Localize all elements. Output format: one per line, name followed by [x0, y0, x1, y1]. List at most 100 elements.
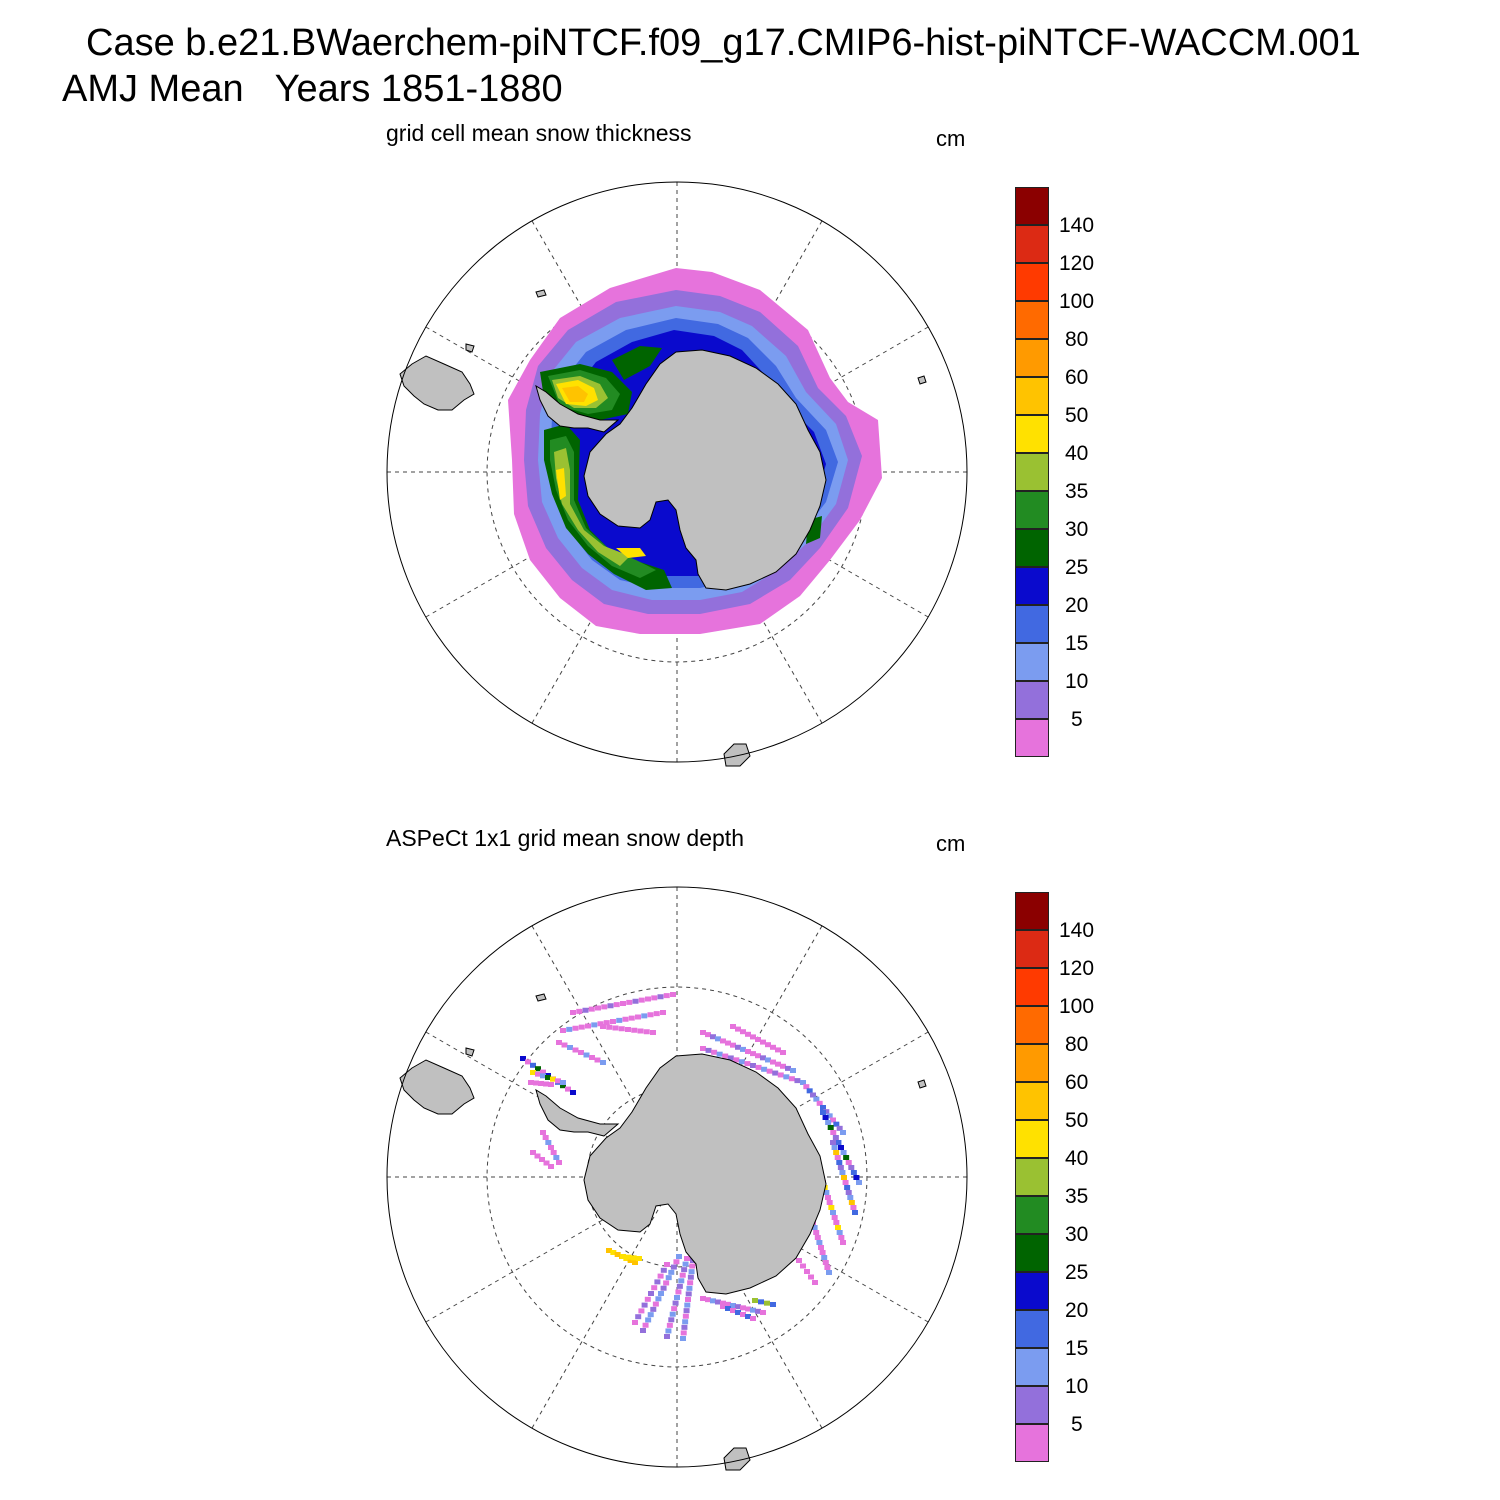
colorbar-tick-label: 120: [1059, 957, 1095, 980]
observation-cell: [570, 1090, 576, 1095]
colorbar-tick-label: 35: [1065, 480, 1089, 503]
observation-cell: [847, 1195, 854, 1200]
observation-cell: [675, 1289, 682, 1295]
observation-cell: [620, 1254, 626, 1259]
panel-2-title: ASPeCt 1x1 grid mean snow depth: [386, 825, 744, 851]
observation-cell: [632, 998, 639, 1004]
observation-cell: [632, 1320, 638, 1325]
observation-cell: [770, 1044, 776, 1050]
colorbar-box: [1015, 605, 1049, 643]
observation-cell: [670, 1264, 677, 1270]
observation-cell: [750, 1307, 756, 1313]
colorbar-tick-label: 50: [1065, 1109, 1089, 1132]
observation-cell: [785, 1065, 791, 1071]
observation-cell: [745, 1306, 751, 1312]
panel-2-map-boundary: [386, 886, 968, 1468]
observation-cell: [822, 1260, 829, 1265]
observation-cell: [607, 1003, 614, 1009]
thick-snow-bellingshausen-40cm: [554, 448, 630, 566]
observation-cell: [628, 1015, 635, 1021]
observation-cell: [835, 1225, 841, 1230]
colorbar-tick-label: 10: [1065, 1375, 1089, 1398]
observation-cell: [630, 1255, 637, 1261]
observation-cell: [827, 1125, 834, 1130]
observation-cell: [618, 1026, 625, 1032]
observation-cell: [825, 1195, 831, 1200]
observation-cell: [826, 1200, 833, 1205]
observation-cell: [803, 1084, 810, 1090]
colorbar-box: [1015, 719, 1049, 757]
observation-cell: [636, 1256, 642, 1261]
observation-cell: [821, 1255, 828, 1260]
observation-cell: [834, 1155, 841, 1160]
colorbar-tick-label: 30: [1065, 1223, 1089, 1246]
colorbar-box: [1015, 643, 1049, 681]
observation-cell: [652, 1301, 659, 1307]
observation-cell: [535, 1071, 541, 1077]
observation-cell: [647, 1312, 654, 1318]
panel-1-polar-map: [386, 181, 968, 767]
observation-cell: [673, 1259, 680, 1265]
observation-cell: [680, 1336, 686, 1341]
observation-cell: [711, 1049, 718, 1055]
observation-cell: [643, 1029, 650, 1035]
antarctic-peninsula: [535, 384, 620, 433]
colorbar-box: [1015, 377, 1049, 415]
observation-cell: [535, 1066, 541, 1072]
observation-cell: [560, 1083, 566, 1089]
thick-snow-bellingshausen-50cm: [556, 468, 646, 558]
observation-cell: [664, 1262, 670, 1267]
observation-cell: [576, 1008, 583, 1014]
observation-cell: [837, 1165, 844, 1170]
colorbar-box: [1015, 1158, 1049, 1196]
observation-cell: [648, 1291, 654, 1296]
south-georgia: [535, 993, 547, 1002]
observation-cell: [833, 1121, 840, 1127]
observation-cell: [725, 1301, 731, 1307]
observation-cell: [597, 1021, 604, 1027]
observation-cell: [651, 995, 658, 1001]
colorbar-tick-label: 5: [1071, 1413, 1083, 1436]
observation-cell: [744, 1061, 751, 1067]
observation-cell: [681, 1324, 688, 1330]
observation-cell: [750, 1034, 756, 1040]
colorbar-box: [1015, 1348, 1049, 1386]
colorbar-tick-label: 20: [1065, 1299, 1089, 1322]
observation-cell: [578, 1024, 585, 1030]
kerguelen-island: [917, 1079, 927, 1089]
observation-cell: [730, 1024, 736, 1029]
observation-cell: [645, 996, 651, 1002]
panel-1-map-boundary: [386, 181, 968, 763]
observation-cell: [808, 1274, 814, 1280]
observation-cell: [735, 1026, 741, 1032]
observation-cell: [655, 1296, 662, 1302]
observation-cell: [715, 1036, 721, 1042]
observation-cell: [680, 1330, 687, 1336]
observation-cell: [548, 1082, 554, 1087]
observation-cell: [831, 1145, 838, 1150]
observation-cell: [760, 1310, 766, 1315]
observation-cell: [765, 1057, 771, 1063]
observation-cell: [758, 1299, 764, 1305]
kerguelen-island: [917, 375, 927, 385]
observation-cell: [540, 1130, 546, 1135]
observation-cell: [660, 1285, 667, 1291]
panel-1-colorbar: 5 10 15 20 25 30 35 40 50 60 80 100 120 140: [1015, 187, 1105, 757]
observation-cell: [539, 1157, 545, 1162]
observation-cell: [850, 1205, 857, 1210]
observation-cell: [800, 1080, 806, 1085]
observation-cell: [705, 1047, 712, 1053]
observation-cell: [543, 1160, 550, 1166]
colorbar-box: [1015, 491, 1049, 529]
observation-cell: [816, 1100, 823, 1106]
observation-cell: [550, 1150, 557, 1155]
panel-1-title: grid cell mean snow thickness: [386, 120, 692, 146]
observation-cell: [625, 1254, 632, 1260]
observation-cell: [832, 1135, 839, 1140]
observation-cell: [679, 1272, 686, 1278]
observation-cell: [682, 1261, 689, 1267]
observation-cell: [840, 1150, 847, 1155]
observation-cell: [720, 1038, 726, 1044]
observation-cell: [830, 1130, 837, 1135]
colorbar-tick-label: 80: [1065, 328, 1089, 351]
